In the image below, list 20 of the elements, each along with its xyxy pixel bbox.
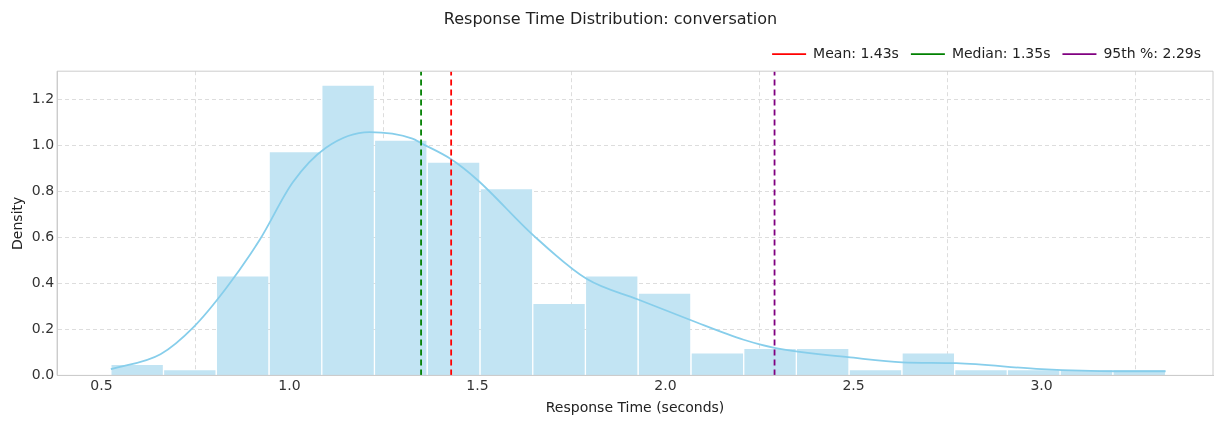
y-tick-label: 1.0	[31, 136, 55, 153]
x-tick-label: 0.5	[90, 377, 113, 394]
y-tick-label: 0.2	[31, 320, 55, 337]
y-tick-label: 0.8	[31, 182, 55, 199]
y-tick-label: 0.6	[31, 228, 55, 245]
y-tick-label: 0.0	[31, 366, 55, 383]
legend-label: 95th %: 2.29s	[1103, 44, 1201, 61]
x-tick-label: 3.0	[1030, 377, 1053, 394]
x-axis-title: Response Time (seconds)	[545, 399, 725, 416]
x-tick-label: 2.0	[654, 377, 677, 394]
x-tick-label: 1.0	[278, 377, 301, 394]
y-axis-title: Density	[9, 196, 26, 250]
y-tick-label: 0.4	[31, 274, 55, 291]
x-tick-label: 1.5	[466, 377, 489, 394]
line-series	[109, 131, 1167, 373]
legend-label: Median: 1.35s	[951, 44, 1051, 61]
y-tick-label: 1.2	[31, 90, 55, 107]
legend-label: Mean: 1.43s	[813, 44, 899, 61]
x-tick-label: 2.5	[842, 377, 865, 394]
chart-title: Response Time Distribution: conversation	[443, 8, 778, 28]
